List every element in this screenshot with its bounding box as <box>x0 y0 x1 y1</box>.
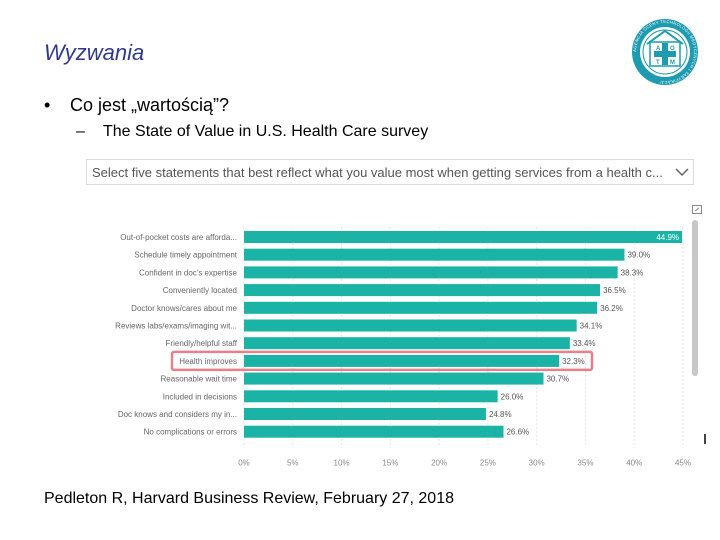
bar <box>244 337 570 350</box>
category-label: Reviews labs/exams/imaging wit... <box>115 322 237 331</box>
dropdown-label: Select five statements that best reflect… <box>92 165 663 180</box>
slide-title: Wyzwania <box>44 40 145 65</box>
category-label: No complications or errors <box>144 428 237 437</box>
citation: Pedleton R, Harvard Business Review, Feb… <box>44 490 454 507</box>
category-label: Schedule timely appointment <box>134 251 238 260</box>
data-label: 26.6% <box>506 428 529 437</box>
dash-icon: – <box>76 123 85 140</box>
highlight-box <box>170 350 594 372</box>
logo-letter: O <box>670 46 675 52</box>
bar <box>244 425 504 438</box>
bar <box>244 231 683 243</box>
x-tick-label: 5% <box>287 458 299 467</box>
data-label: 32.3% <box>562 357 585 366</box>
category-label: Health improves <box>179 357 237 366</box>
sub-bullet-text: The State of Value in U.S. Health Care s… <box>103 123 429 140</box>
focus-mode-icon[interactable] <box>692 205 702 214</box>
agency-logo: AGENCJA OCENY TECHNOLOGII MEDYCZNYCH I T… <box>632 19 698 85</box>
x-tick-label: 10% <box>334 458 350 467</box>
x-tick-label: 30% <box>529 458 545 467</box>
x-tick-label: 20% <box>431 458 447 467</box>
data-label: 26.0% <box>501 392 524 401</box>
x-tick-label: 40% <box>626 458 642 467</box>
bar <box>244 301 598 314</box>
logo-letter: T <box>656 60 660 66</box>
chart-scrollbar[interactable] <box>692 220 698 376</box>
chevron-down-icon <box>675 168 689 177</box>
data-label: 39.0% <box>627 251 650 260</box>
data-label: 33.4% <box>573 339 596 348</box>
edge-marker <box>704 434 706 444</box>
x-tick-label: 45% <box>675 458 691 467</box>
bullet-text: Co jest „wartością”? <box>70 95 230 115</box>
category-label: Conveniently located <box>163 286 237 295</box>
data-label: 30.7% <box>546 375 569 384</box>
data-label: 24.8% <box>489 410 512 419</box>
category-label: Doctor knows/cares about me <box>131 304 237 313</box>
category-label: Reasonable wait time <box>161 375 238 384</box>
logo-letter: A <box>656 46 661 52</box>
category-label: Friendly/helpful staff <box>166 339 238 348</box>
bar <box>244 390 498 403</box>
bar <box>244 372 544 385</box>
category-label: Out-of-pocket costs are afforda... <box>120 233 237 242</box>
logo-letter: M <box>670 60 675 66</box>
data-label: 38.3% <box>621 268 644 277</box>
bar <box>244 284 601 297</box>
sub-bullet-item: – The State of Value in U.S. Health Care … <box>76 123 428 141</box>
x-tick-label: 0% <box>238 458 250 467</box>
category-label: Included in decisions <box>163 392 237 401</box>
category-label: Doc knows and considers my in... <box>118 410 237 419</box>
category-label: Confident in doc's expertise <box>139 268 238 277</box>
x-tick-label: 35% <box>577 458 593 467</box>
data-label: 36.2% <box>600 304 623 313</box>
x-tick-label: 15% <box>382 458 398 467</box>
bar <box>244 266 618 279</box>
bar <box>244 319 577 332</box>
data-label: 44.9% <box>656 233 679 242</box>
x-tick-label: 25% <box>480 458 496 467</box>
data-label: 36.5% <box>603 286 626 295</box>
bar <box>244 248 625 261</box>
value-bar-chart: 0% 5% 10% 15% 20% 25% 30% 35% 40% 45% Out-of-pocke… <box>115 227 691 467</box>
statement-dropdown[interactable]: Select five statements that best reflect… <box>86 159 694 185</box>
bullet-dot-icon: • <box>44 95 51 115</box>
bar <box>244 408 486 420</box>
bar <box>244 354 560 367</box>
bullet-item: • Co jest „wartością”? <box>44 95 229 116</box>
data-label: 34.1% <box>580 322 603 331</box>
